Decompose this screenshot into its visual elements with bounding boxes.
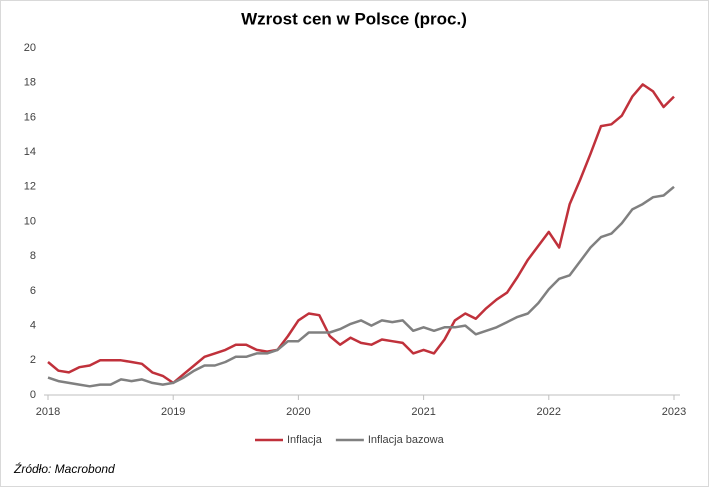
legend-label: Inflacja [287, 434, 323, 446]
x-tick-label: 2019 [161, 406, 185, 418]
x-tick-label: 2022 [537, 406, 561, 418]
y-tick-label: 8 [30, 250, 36, 262]
y-tick-label: 20 [24, 42, 36, 54]
y-tick-label: 6 [30, 285, 36, 297]
legend-label: Inflacja bazowa [368, 434, 445, 446]
chart-title: Wzrost cen w Polsce (proc.) [241, 9, 467, 28]
y-tick-label: 18 [24, 77, 36, 89]
y-tick-label: 16 [24, 111, 36, 123]
y-tick-label: 2 [30, 354, 36, 366]
y-tick-label: 0 [30, 389, 36, 401]
y-tick-label: 14 [24, 146, 36, 158]
y-tick-label: 12 [24, 181, 36, 193]
line [47, 83, 675, 385]
y-tick-label: 4 [30, 320, 36, 332]
line [47, 185, 675, 388]
x-tick-label: 2021 [411, 406, 435, 418]
source: Źródło: Macrobond [13, 461, 115, 476]
x-tick-label: 2018 [36, 406, 60, 418]
x-tick-label: 2023 [662, 406, 686, 418]
x-tick-label: 2020 [286, 406, 310, 418]
y-tick-label: 10 [24, 215, 36, 227]
